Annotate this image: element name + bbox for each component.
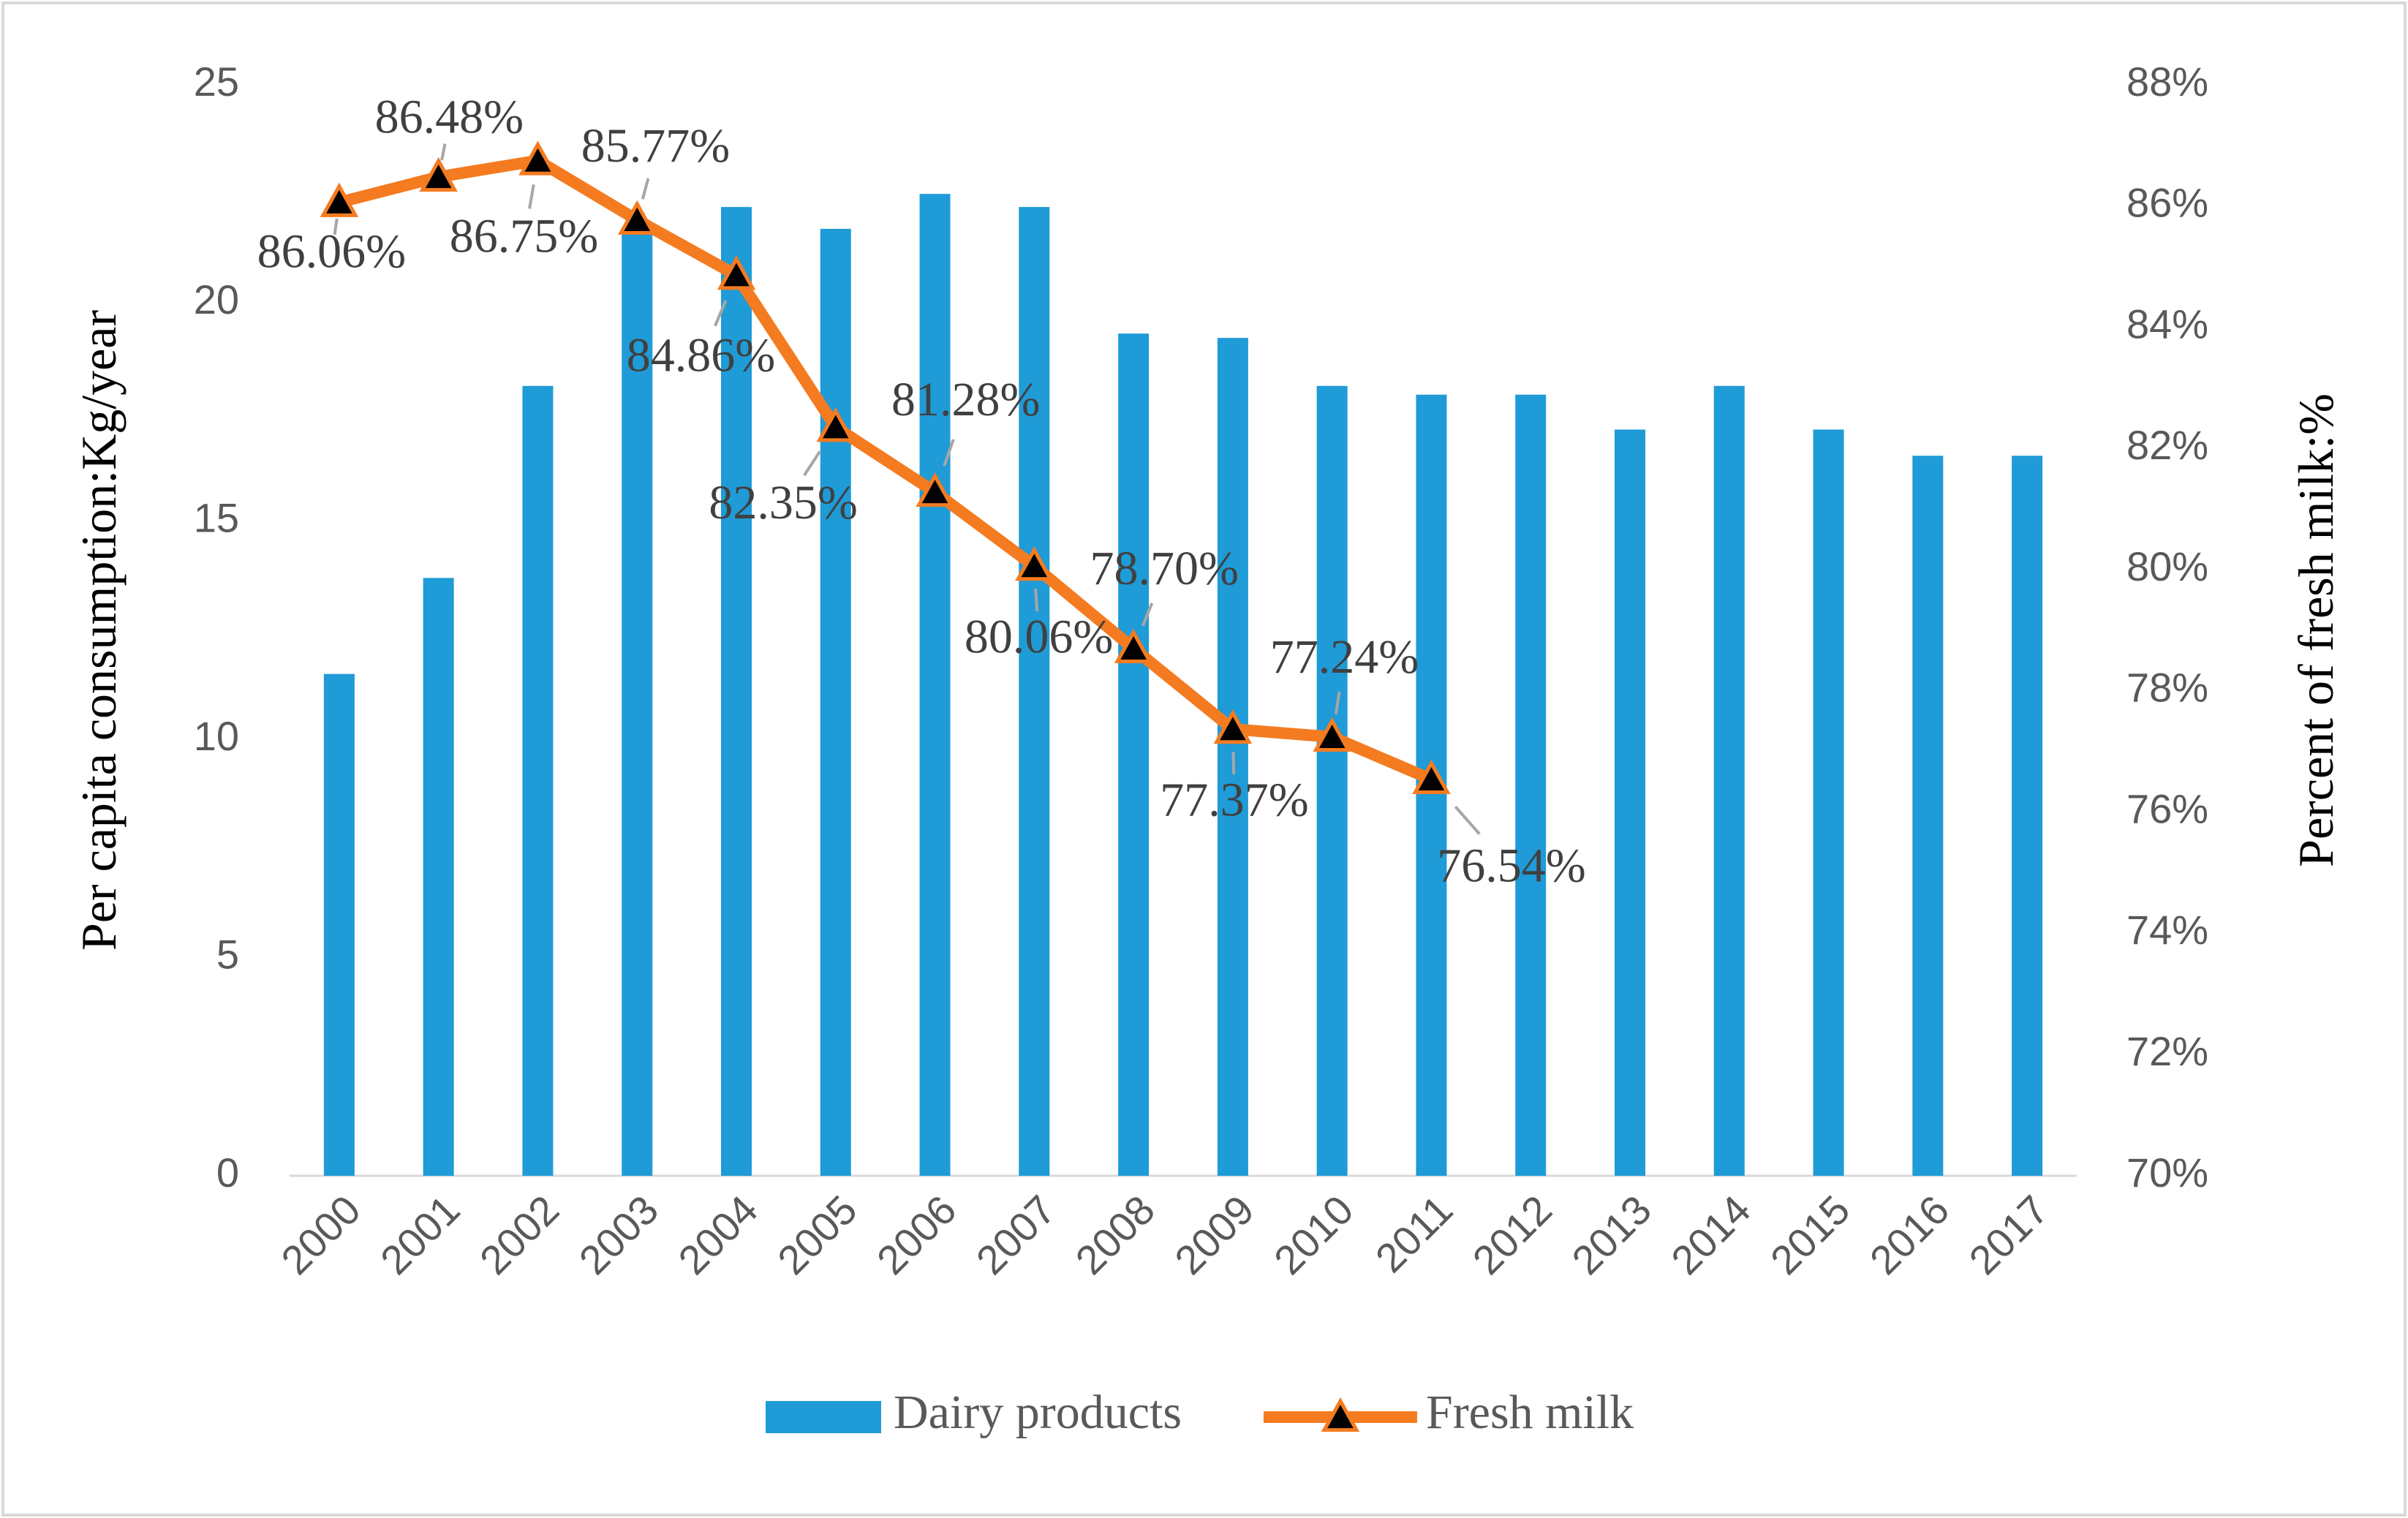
- y-tick-label: 25: [194, 58, 239, 105]
- leader-line: [333, 218, 339, 235]
- leader-line: [1141, 603, 1154, 627]
- data-label: 81.28%: [891, 373, 1040, 426]
- y-tick-label: 0: [216, 1149, 239, 1196]
- data-label: 82.35%: [709, 476, 857, 529]
- y-tick-label: 10: [194, 713, 239, 759]
- bar: [1813, 429, 1844, 1176]
- bar: [423, 578, 454, 1176]
- marker: [717, 255, 756, 290]
- y2-tick-label: 84%: [2126, 301, 2208, 347]
- legend-label: Fresh milk: [1426, 1386, 1634, 1439]
- bar: [522, 385, 554, 1176]
- marker: [1114, 628, 1153, 663]
- marker: [916, 472, 954, 507]
- marker: [816, 407, 856, 442]
- leader-line: [943, 439, 955, 467]
- y-tick-label: 5: [216, 931, 239, 977]
- y2-tick-label: 80%: [2126, 543, 2208, 589]
- y2-tick-label: 70%: [2126, 1149, 2208, 1196]
- marker: [1015, 545, 1054, 581]
- data-label: 78.70%: [1090, 542, 1239, 595]
- bar: [1515, 394, 1547, 1176]
- y2-axis-title: Percent of fresh milk:%: [2288, 393, 2344, 867]
- bar: [1019, 207, 1050, 1176]
- data-label: 86.75%: [450, 209, 598, 263]
- marker: [617, 200, 657, 235]
- bar: [721, 207, 752, 1176]
- data-label: 77.37%: [1160, 773, 1308, 826]
- bar: [1118, 333, 1150, 1176]
- marker: [518, 140, 557, 175]
- data-label: 84.86%: [627, 328, 775, 382]
- leader-line: [1034, 588, 1039, 612]
- y-tick-label: 15: [194, 495, 239, 541]
- data-label: 86.06%: [257, 225, 406, 279]
- bar: [1316, 385, 1348, 1176]
- leader-line: [1334, 691, 1341, 715]
- bar: [820, 228, 851, 1177]
- y2-tick-label: 82%: [2126, 422, 2208, 468]
- leader-line: [1454, 805, 1481, 835]
- bar: [622, 228, 653, 1177]
- data-label: 76.54%: [1437, 839, 1585, 892]
- marker: [1213, 709, 1253, 744]
- bar: [323, 673, 355, 1176]
- bar: [1615, 429, 1645, 1176]
- data-label: 80.06%: [965, 611, 1113, 664]
- y2-tick-label: 74%: [2126, 907, 2208, 953]
- leader-line: [528, 184, 535, 209]
- data-label: 77.24%: [1270, 630, 1419, 684]
- y2-tick-label: 88%: [2126, 58, 2208, 105]
- marker: [1412, 759, 1451, 795]
- leader-line: [641, 178, 650, 200]
- legend-marker: [1321, 1397, 1360, 1432]
- marker: [320, 182, 359, 217]
- y-tick-label: 20: [194, 276, 239, 322]
- y-axis-title: Per capita consumption:Kg/year: [71, 310, 127, 951]
- leader-line: [803, 450, 821, 477]
- legend-swatch: [766, 1401, 881, 1433]
- bar: [919, 194, 951, 1177]
- y2-tick-label: 76%: [2126, 785, 2208, 831]
- y2-tick-label: 72%: [2126, 1028, 2208, 1074]
- bar: [1713, 385, 1745, 1176]
- line: [337, 154, 1434, 785]
- bar: [1912, 456, 1944, 1176]
- y2-tick-label: 78%: [2126, 665, 2208, 711]
- marker: [419, 156, 458, 192]
- y2-tick-label: 86%: [2126, 180, 2208, 226]
- leader-line: [440, 143, 447, 161]
- bar: [2012, 456, 2043, 1176]
- legend-label: Dairy products: [894, 1386, 1182, 1439]
- leader-line: [714, 300, 728, 327]
- data-label: 85.77%: [581, 119, 730, 173]
- data-label: 86.48%: [375, 90, 524, 143]
- marker: [1313, 717, 1351, 752]
